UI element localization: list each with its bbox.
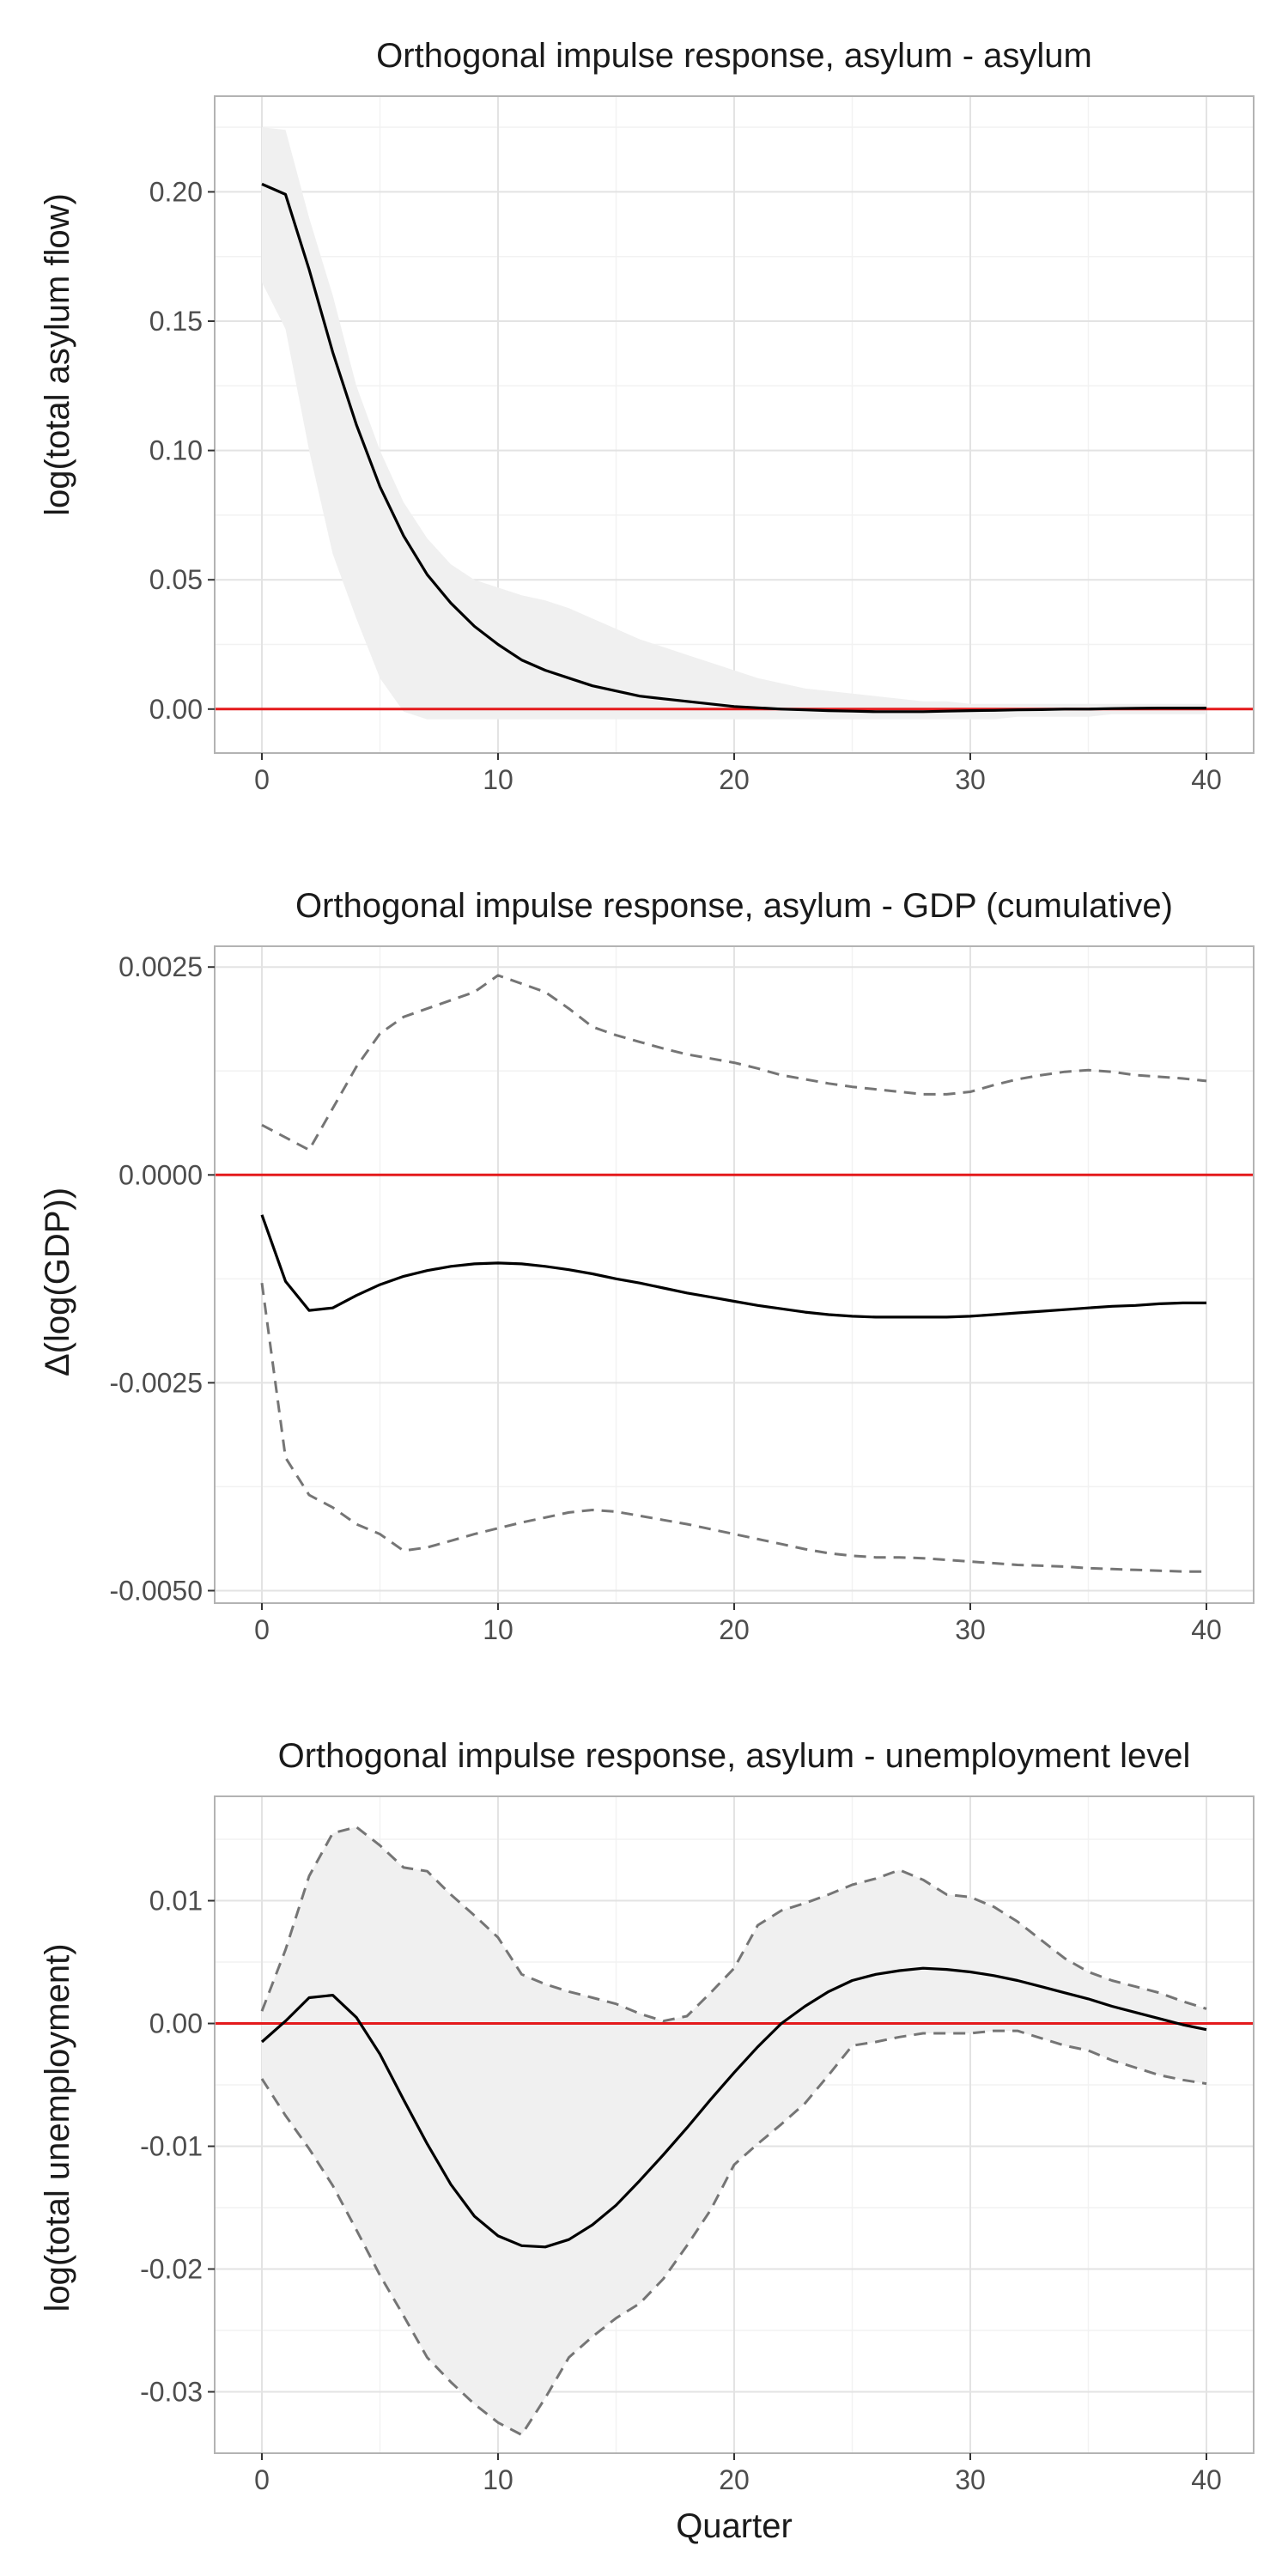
y-tick-label: 0.15 (149, 306, 203, 337)
y-tick-label: 0.01 (149, 1886, 203, 1917)
x-tick-label: 0 (254, 764, 270, 795)
y-tick-label: -0.02 (140, 2254, 203, 2285)
x-tick-label: 40 (1191, 764, 1222, 795)
confidence-band (262, 1826, 1206, 2435)
x-tick-label: 30 (955, 2464, 986, 2495)
y-axis-label: log(total asylum flow) (39, 193, 76, 516)
y-axis-label: log(total unemployment) (39, 1943, 76, 2312)
y-tick-label: -0.0025 (109, 1367, 203, 1398)
x-tick-label: 10 (483, 1614, 513, 1645)
plot-area: 0 10 20 30 40 0.00 0.05 0.10 0.15 0.20 (149, 95, 1255, 795)
y-tick-label: 0.0025 (118, 951, 203, 982)
confidence-lower-line (260, 2029, 1207, 2437)
x-tick-label: 20 (719, 764, 750, 795)
x-tick-label: 0 (254, 2464, 270, 2495)
chart-title: Orthogonal impulse response, asylum - un… (278, 1737, 1191, 1775)
plot-area: 0 10 20 30 40 -0.03 -0.02 -0.01 0.00 0.01 (140, 1795, 1255, 2495)
y-tick-label: 0.00 (149, 694, 203, 725)
y-tick-label: -0.0050 (109, 1575, 203, 1606)
chart-title: Orthogonal impulse response, asylum - GD… (295, 887, 1173, 925)
impulse-response-line (260, 1966, 1207, 2249)
x-axis-label: Quarter (676, 2507, 793, 2545)
confidence-lower-line (260, 1282, 1206, 1573)
y-tick-label: -0.03 (140, 2377, 203, 2408)
impulse-response-line (260, 1214, 1206, 1319)
plot-area: 0 10 20 30 40 -0.0050 -0.0025 0.0000 0.0025 (109, 945, 1255, 1645)
y-axis-label: Δ(log(GDP)) (39, 1188, 76, 1376)
confidence-upper-line (260, 1826, 1207, 2023)
x-tick-label: 0 (254, 1614, 270, 1645)
x-tick-label: 30 (955, 764, 986, 795)
chart-panel-asylum-gdp: Orthogonal impulse response, asylum - GD… (39, 887, 1255, 1645)
x-tick-label: 30 (955, 1614, 986, 1645)
chart-panel-asylum-unemployment: Orthogonal impulse response, asylum - un… (39, 1737, 1255, 2545)
impulse-response-line (261, 182, 1206, 714)
chart-title: Orthogonal impulse response, asylum - as… (376, 37, 1092, 75)
confidence-upper-line (261, 974, 1207, 1151)
x-tick-label: 40 (1191, 2464, 1222, 2495)
y-tick-label: 0.05 (149, 564, 203, 595)
x-tick-label: 10 (483, 2464, 513, 2495)
x-tick-label: 20 (719, 2464, 750, 2495)
chart-panel-asylum-asylum: Orthogonal impulse response, asylum - as… (39, 37, 1255, 795)
y-tick-label: 0.20 (149, 176, 203, 207)
x-tick-label: 20 (719, 1614, 750, 1645)
y-tick-label: 0.00 (149, 2008, 203, 2039)
y-tick-label: -0.01 (140, 2131, 203, 2162)
y-tick-label: 0.10 (149, 435, 203, 466)
x-tick-label: 40 (1191, 1614, 1222, 1645)
y-tick-label: 0.0000 (118, 1159, 203, 1190)
x-tick-label: 10 (483, 764, 513, 795)
